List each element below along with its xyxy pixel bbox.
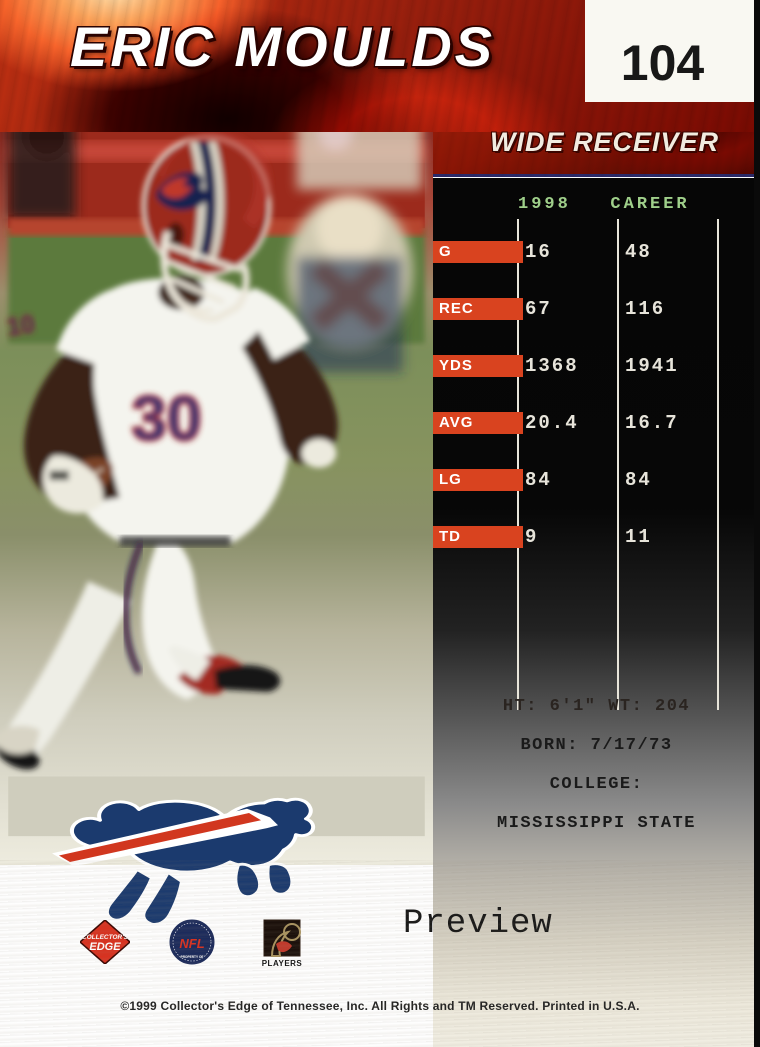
svg-text:30: 30 [131, 384, 202, 454]
svg-text:EDGE: EDGE [89, 941, 121, 953]
svg-text:NFL: NFL [179, 936, 204, 951]
svg-text:10: 10 [5, 310, 36, 342]
svg-text:PROPERTY OF: PROPERTY OF [181, 955, 204, 959]
svg-text:PLAYERS: PLAYERS [262, 959, 302, 968]
svg-text:COLLECTOR'S: COLLECTOR'S [82, 934, 129, 941]
